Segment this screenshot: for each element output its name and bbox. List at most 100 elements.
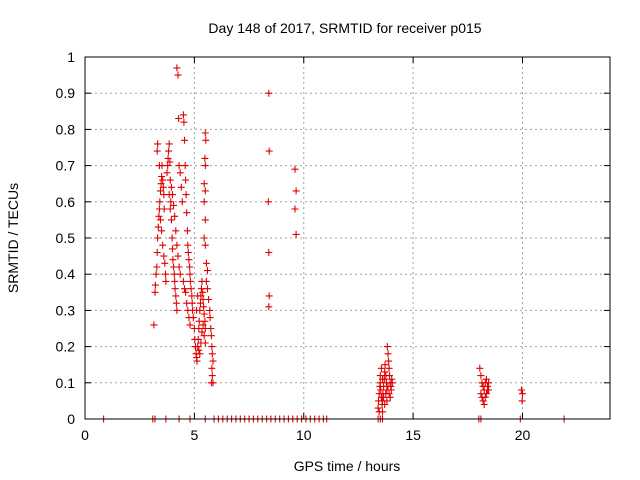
data-point: [181, 162, 189, 170]
data-point: [177, 183, 185, 191]
data-point: [205, 296, 213, 303]
data-point: [181, 136, 188, 144]
data-point: [195, 346, 203, 354]
data-point: [194, 292, 202, 300]
data-point: [155, 162, 163, 170]
data-point: [201, 154, 209, 162]
data-point: [201, 129, 209, 137]
data-point: [208, 372, 216, 380]
data-point: [195, 325, 203, 332]
data-point: [186, 277, 194, 285]
data-point: [153, 147, 161, 155]
data-point: [265, 147, 273, 155]
data-point: [198, 328, 206, 336]
x-tick-label: 5: [190, 427, 198, 443]
data-point: [183, 227, 191, 235]
data-point: [181, 285, 188, 293]
data-point: [186, 321, 194, 329]
data-point: [517, 386, 525, 394]
data-point: [204, 285, 211, 293]
data-point: [377, 364, 385, 372]
data-point: [158, 173, 166, 180]
data-point: [183, 209, 191, 217]
data-point: [183, 299, 191, 307]
data-point: [201, 187, 209, 195]
data-point: [201, 339, 209, 347]
data-point: [476, 364, 484, 372]
data-point: [199, 321, 207, 329]
axis-tick-labels: 0 5 10 15 20 0 0.1 0.2 0.3 0.4 0.5 0.6 0.7 0.8 0.9 1: [56, 49, 531, 443]
data-point: [169, 245, 176, 253]
data-point: [201, 216, 209, 224]
data-point: [167, 183, 175, 191]
data-point: [179, 111, 187, 119]
data-point: [383, 397, 391, 405]
x-axis-title: GPS time / hours: [294, 458, 401, 474]
data-point: [160, 252, 168, 260]
data-point: [159, 183, 167, 191]
data-point: [200, 303, 208, 311]
data-point: [176, 270, 184, 278]
data-point: [153, 249, 161, 256]
data-point: [150, 321, 158, 329]
y-tick-label: 0.1: [56, 375, 76, 391]
data-point: [386, 393, 394, 401]
data-point: [380, 393, 388, 401]
data-point: [165, 147, 173, 155]
data-point: [180, 118, 188, 126]
data-point: [202, 259, 210, 267]
data-point: [208, 350, 216, 358]
data-point: [201, 241, 209, 249]
data-point: [174, 71, 182, 79]
data-point: [384, 350, 392, 358]
x-tick-label: 0: [81, 427, 89, 443]
data-point: [193, 306, 201, 314]
data-point: [169, 191, 176, 199]
data-point: [163, 169, 171, 177]
data-point: [381, 361, 389, 369]
plot-frame: [84, 56, 611, 420]
data-point: [264, 198, 272, 206]
data-point: [482, 375, 490, 383]
data-point: [161, 259, 169, 267]
data-point: [164, 154, 172, 162]
data-point: [477, 372, 485, 380]
data-point: [184, 306, 192, 314]
data-point: [185, 256, 193, 264]
data-point: [159, 241, 167, 249]
data-point: [196, 350, 204, 358]
data-point: [208, 343, 216, 351]
data-point: [153, 263, 161, 271]
data-point: [164, 162, 172, 170]
data-point: [385, 390, 393, 398]
data-point: [265, 89, 273, 97]
data-point: [162, 277, 170, 285]
data-point: [157, 187, 164, 195]
data-point: [186, 263, 194, 271]
grid-lines: [85, 57, 610, 419]
y-axis-title: SRMTID / TECUs: [5, 183, 21, 293]
data-point: [162, 270, 169, 278]
data-point: [172, 292, 180, 300]
y-tick-label: 0.6: [56, 194, 76, 210]
data-point: [201, 162, 209, 170]
data-point: [167, 198, 175, 206]
data-point: [381, 401, 389, 408]
y-tick-label: 0: [67, 411, 75, 427]
data-point: [169, 256, 177, 264]
y-tick-label: 1: [67, 49, 75, 65]
data-point: [173, 64, 181, 72]
data-point: [152, 270, 160, 278]
data-point: [172, 299, 180, 307]
data-point: [184, 241, 192, 249]
data-point: [156, 198, 164, 206]
data-point: [175, 263, 183, 271]
data-point: [484, 386, 491, 394]
data-point: [154, 140, 162, 148]
data-point: [265, 303, 273, 311]
y-tick-label: 0.9: [56, 85, 76, 101]
data-point: [171, 285, 179, 293]
data-point: [151, 281, 159, 289]
y-tick-label: 0.4: [56, 266, 76, 282]
data-point: [166, 176, 174, 184]
